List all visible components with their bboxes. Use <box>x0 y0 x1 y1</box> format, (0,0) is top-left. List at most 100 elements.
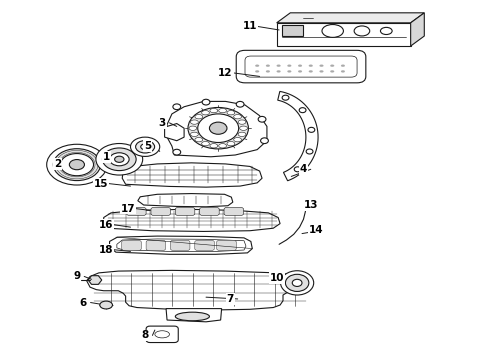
Ellipse shape <box>195 138 203 142</box>
FancyBboxPatch shape <box>245 56 357 77</box>
Ellipse shape <box>306 149 313 154</box>
Ellipse shape <box>60 154 94 176</box>
Ellipse shape <box>277 70 281 72</box>
Ellipse shape <box>319 64 323 67</box>
Ellipse shape <box>236 102 244 107</box>
Text: 1: 1 <box>102 152 110 162</box>
Ellipse shape <box>238 132 246 136</box>
Ellipse shape <box>191 120 198 124</box>
Text: 10: 10 <box>270 273 284 283</box>
Ellipse shape <box>155 331 170 338</box>
FancyBboxPatch shape <box>146 240 166 250</box>
Ellipse shape <box>277 64 281 67</box>
Ellipse shape <box>322 24 343 37</box>
Ellipse shape <box>288 64 291 67</box>
Ellipse shape <box>227 141 235 146</box>
Text: 12: 12 <box>218 68 233 78</box>
Ellipse shape <box>286 274 309 292</box>
Ellipse shape <box>227 111 235 115</box>
Ellipse shape <box>330 70 334 72</box>
Ellipse shape <box>309 64 313 67</box>
Text: 9: 9 <box>74 271 80 282</box>
Ellipse shape <box>380 27 392 35</box>
Ellipse shape <box>109 153 129 166</box>
Text: 11: 11 <box>243 21 257 31</box>
Text: 7: 7 <box>227 294 234 304</box>
Ellipse shape <box>198 114 239 143</box>
Polygon shape <box>165 123 184 141</box>
Ellipse shape <box>209 122 227 134</box>
Text: 14: 14 <box>308 225 323 235</box>
Ellipse shape <box>210 144 218 148</box>
Text: 6: 6 <box>79 297 87 307</box>
Ellipse shape <box>189 126 197 130</box>
Ellipse shape <box>219 108 226 113</box>
Text: 17: 17 <box>121 203 135 213</box>
Polygon shape <box>167 102 267 157</box>
Polygon shape <box>104 209 280 231</box>
Ellipse shape <box>319 70 323 72</box>
Polygon shape <box>277 13 424 23</box>
Ellipse shape <box>238 120 246 124</box>
Ellipse shape <box>255 64 259 67</box>
Text: 8: 8 <box>142 330 149 341</box>
Ellipse shape <box>115 156 124 162</box>
Ellipse shape <box>102 148 136 171</box>
Text: 18: 18 <box>99 245 113 255</box>
Text: 15: 15 <box>94 179 108 189</box>
Ellipse shape <box>266 70 270 72</box>
Ellipse shape <box>354 26 370 36</box>
Ellipse shape <box>330 64 334 67</box>
Polygon shape <box>88 276 102 284</box>
Ellipse shape <box>202 141 209 146</box>
Ellipse shape <box>202 111 209 115</box>
Ellipse shape <box>234 138 242 142</box>
Ellipse shape <box>234 114 242 119</box>
Ellipse shape <box>136 140 155 153</box>
FancyBboxPatch shape <box>146 326 178 342</box>
Text: 16: 16 <box>99 220 113 230</box>
Ellipse shape <box>299 108 306 113</box>
Ellipse shape <box>202 99 210 105</box>
Ellipse shape <box>298 64 302 67</box>
Ellipse shape <box>53 149 100 181</box>
FancyBboxPatch shape <box>195 240 214 250</box>
Polygon shape <box>411 13 424 46</box>
Polygon shape <box>278 91 318 181</box>
Text: 13: 13 <box>303 200 318 210</box>
Ellipse shape <box>191 132 198 136</box>
Ellipse shape <box>100 301 113 309</box>
Ellipse shape <box>175 312 209 321</box>
Ellipse shape <box>130 137 160 157</box>
FancyBboxPatch shape <box>200 207 219 215</box>
Ellipse shape <box>96 144 143 175</box>
FancyBboxPatch shape <box>217 240 236 250</box>
Ellipse shape <box>255 70 259 72</box>
FancyBboxPatch shape <box>126 207 146 215</box>
Ellipse shape <box>298 70 302 72</box>
Polygon shape <box>282 25 303 36</box>
Polygon shape <box>277 23 411 46</box>
Polygon shape <box>122 163 262 187</box>
Ellipse shape <box>141 144 149 150</box>
Text: 2: 2 <box>54 159 61 169</box>
Ellipse shape <box>188 108 248 149</box>
Ellipse shape <box>341 64 345 67</box>
Ellipse shape <box>292 279 302 287</box>
Ellipse shape <box>308 127 315 132</box>
Text: 4: 4 <box>300 164 307 174</box>
Ellipse shape <box>47 144 107 185</box>
Polygon shape <box>166 309 221 322</box>
FancyBboxPatch shape <box>171 240 190 250</box>
Polygon shape <box>87 270 309 310</box>
Ellipse shape <box>240 126 247 130</box>
Ellipse shape <box>219 144 226 148</box>
FancyBboxPatch shape <box>224 207 244 215</box>
FancyBboxPatch shape <box>175 207 195 215</box>
Ellipse shape <box>195 114 203 119</box>
Ellipse shape <box>210 108 218 113</box>
Ellipse shape <box>173 104 181 110</box>
Ellipse shape <box>281 271 314 295</box>
FancyBboxPatch shape <box>122 240 141 250</box>
Ellipse shape <box>294 167 301 172</box>
